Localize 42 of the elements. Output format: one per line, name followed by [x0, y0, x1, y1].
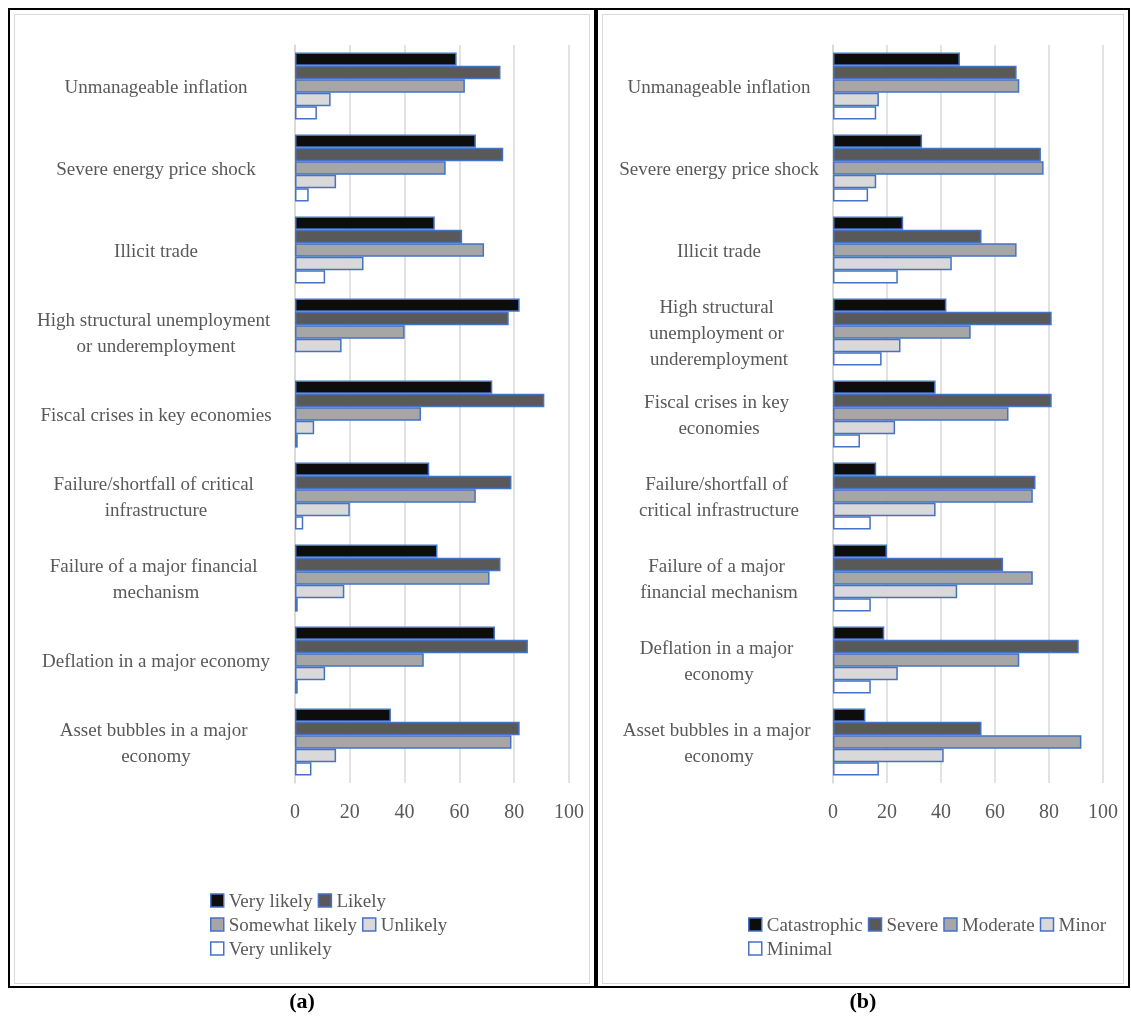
legend-label: Severe	[886, 914, 939, 935]
y-tick-label: Fiscal crises in key economies	[644, 390, 794, 438]
y-tick-label: Severe energy price shock	[56, 157, 257, 179]
y-tick-label: Unmanageable inflation	[627, 75, 812, 97]
x-tick-label: 80	[1039, 800, 1059, 822]
y-tick-label: Failure of a major financial mechanism	[49, 554, 263, 602]
y-tick-label: Deflation in a major economy	[42, 649, 271, 671]
legend-label: Very unlikely	[228, 938, 333, 959]
legend-label: Likely	[336, 890, 387, 911]
legend-label: Somewhat likely	[228, 914, 358, 935]
y-tick-label: Asset bubbles in a major economy	[622, 718, 816, 766]
legend-label: Minimal	[766, 938, 833, 959]
x-tick-label: 20	[877, 800, 897, 822]
x-tick-label: 100	[1088, 800, 1118, 822]
y-tick-label: Failure of a major financial mechanism	[640, 554, 799, 602]
legend-label: Moderate	[961, 914, 1035, 935]
y-tick-label: Deflation in a major economy	[639, 636, 799, 684]
legend-label: Catastrophic	[766, 914, 863, 935]
x-tick-label: 0	[290, 800, 300, 822]
y-tick-label: Unmanageable inflation	[64, 75, 249, 97]
y-tick-label: High structural unemployment or underemployment	[649, 295, 789, 369]
x-tick-label: 80	[504, 800, 525, 822]
x-tick-label: 40	[394, 800, 415, 822]
x-tick-label: 0	[828, 800, 838, 822]
x-tick-label: 20	[339, 800, 360, 822]
x-tick-label: 60	[985, 800, 1005, 822]
x-tick-label: 40	[931, 800, 951, 822]
y-tick-label: Fiscal crises in key economies	[40, 403, 272, 425]
x-tick-label: 100	[554, 800, 584, 822]
y-tick-label: Asset bubbles in a major economy	[59, 718, 253, 766]
legend-label: Minor	[1058, 914, 1107, 935]
y-tick-label: Failure/shortfall of critical infrastructure	[639, 472, 799, 520]
y-tick-label: Failure/shortfall of critical infrastructure	[53, 472, 259, 520]
y-tick-label: Illicit trade	[114, 239, 198, 261]
y-tick-label: High structural unemployment or underemployment	[37, 308, 275, 356]
text: (b)	[848, 988, 878, 1014]
y-tick-label: Severe energy price shock	[619, 157, 820, 179]
text: (a)	[288, 988, 316, 1014]
y-tick-label: Illicit trade	[677, 239, 761, 261]
x-tick-label: 60	[449, 800, 470, 822]
legend-label: Very likely	[228, 890, 314, 911]
legend-label: Unlikely	[380, 914, 448, 935]
